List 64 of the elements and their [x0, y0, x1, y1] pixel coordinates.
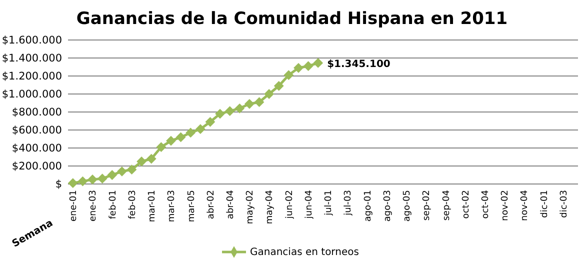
y-tick-label: $1.400.000 [2, 52, 62, 64]
legend-label: Ganancias en torneos [250, 247, 359, 258]
point [166, 136, 176, 146]
point [284, 70, 294, 80]
y-tick-label: $600.000 [12, 124, 62, 136]
point [78, 176, 88, 186]
x-tick-label: jul-01 [324, 190, 334, 216]
y-tick-label: $ [55, 178, 62, 190]
x-tick-label: sep-04 [442, 190, 452, 221]
y-tick-label: $800.000 [12, 106, 62, 118]
point [126, 164, 137, 175]
x-tick-label: dic-01 [540, 190, 550, 218]
x-tick-label: feb-03 [128, 190, 138, 220]
data-label: $1.345.100 [327, 58, 390, 70]
point [176, 132, 186, 142]
x-tick-label: abr-02 [206, 190, 216, 220]
point [156, 142, 166, 152]
x-tick-label: nov-04 [520, 190, 530, 221]
x-tick-label: mar-01 [148, 190, 158, 222]
x-tick-label: nov-02 [500, 190, 511, 221]
x-tick-label: jun-02 [284, 190, 295, 220]
x-tick-label: abr-04 [226, 190, 236, 220]
point [186, 128, 196, 138]
x-tick-label: ene-03 [88, 190, 99, 222]
point [136, 156, 147, 166]
point [303, 61, 314, 72]
x-tick-label: mar-05 [186, 190, 197, 222]
point [88, 174, 98, 184]
x-tick-label: ago-03 [382, 190, 393, 222]
point [313, 58, 324, 68]
point [205, 116, 216, 127]
x-tick-label: dic-03 [559, 190, 570, 218]
point [68, 178, 78, 188]
point [195, 124, 206, 134]
point [97, 174, 108, 184]
x-tick-label: jul-03 [344, 190, 354, 216]
point [215, 108, 225, 119]
y-tick-label: $1.000.000 [2, 88, 62, 100]
point [264, 89, 274, 99]
x-tick-label: may-02 [246, 190, 256, 224]
point [146, 154, 156, 164]
point [107, 170, 118, 180]
y-tick-label: $1.600.000 [2, 34, 62, 46]
x-tick-label: mar-03 [167, 190, 178, 222]
x-tick-label: feb-01 [108, 190, 118, 220]
point [116, 166, 127, 176]
x-tick-label: jun-04 [304, 190, 314, 220]
y-tick-label: $1.200.000 [2, 70, 62, 82]
x-tick-label: oct-02 [461, 190, 472, 219]
x-tick-label: ago-05 [402, 190, 413, 222]
x-tick-label: ene-01 [69, 190, 80, 222]
y-tick-label: $400.000 [12, 142, 62, 154]
x-tick-label: may-04 [265, 190, 276, 224]
point [234, 103, 245, 114]
y-tick-label: $200.000 [12, 160, 62, 172]
x-tick-label: oct-04 [480, 190, 491, 219]
point [274, 80, 284, 91]
x-tick-label: sep-02 [422, 190, 432, 221]
point [224, 106, 235, 116]
chart-title: Ganancias de la Comunidad Hispana en 2011 [76, 9, 508, 29]
point [294, 62, 304, 73]
point [254, 97, 264, 108]
x-tick-label: ago-01 [363, 190, 374, 222]
point [244, 98, 254, 109]
